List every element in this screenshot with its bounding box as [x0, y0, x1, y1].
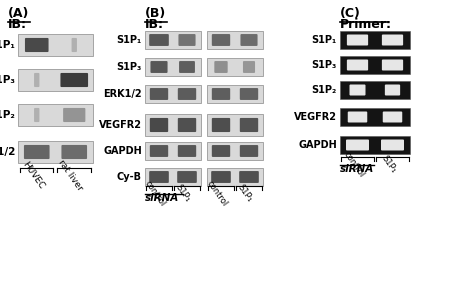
- FancyBboxPatch shape: [145, 58, 201, 76]
- Text: (B): (B): [145, 7, 166, 20]
- FancyBboxPatch shape: [178, 145, 196, 157]
- FancyBboxPatch shape: [149, 34, 169, 46]
- FancyBboxPatch shape: [212, 88, 230, 100]
- Text: S1P₃: S1P₃: [312, 60, 337, 70]
- FancyBboxPatch shape: [346, 140, 369, 151]
- FancyBboxPatch shape: [145, 85, 201, 103]
- Text: S1P₁: S1P₁: [117, 35, 142, 45]
- FancyBboxPatch shape: [340, 31, 410, 49]
- FancyBboxPatch shape: [212, 145, 230, 157]
- FancyBboxPatch shape: [381, 140, 404, 151]
- FancyBboxPatch shape: [178, 88, 196, 100]
- FancyBboxPatch shape: [207, 85, 263, 103]
- FancyBboxPatch shape: [72, 38, 77, 52]
- FancyBboxPatch shape: [145, 142, 201, 160]
- FancyBboxPatch shape: [207, 142, 263, 160]
- FancyBboxPatch shape: [207, 58, 263, 76]
- Text: S1P₁: S1P₁: [0, 40, 15, 50]
- Text: S1P₁: S1P₁: [312, 35, 337, 45]
- FancyBboxPatch shape: [348, 112, 367, 122]
- FancyBboxPatch shape: [34, 108, 39, 122]
- FancyBboxPatch shape: [340, 56, 410, 74]
- Text: HUVEC: HUVEC: [20, 160, 46, 191]
- FancyBboxPatch shape: [212, 34, 230, 46]
- Text: rat liver: rat liver: [56, 158, 84, 193]
- FancyBboxPatch shape: [145, 31, 201, 49]
- FancyBboxPatch shape: [240, 145, 258, 157]
- Text: S1P₂: S1P₂: [312, 85, 337, 95]
- FancyBboxPatch shape: [340, 108, 410, 126]
- FancyBboxPatch shape: [349, 85, 365, 95]
- FancyBboxPatch shape: [207, 31, 263, 49]
- FancyBboxPatch shape: [207, 168, 263, 186]
- Text: VEGFR2: VEGFR2: [294, 112, 337, 122]
- Text: VEGFR2: VEGFR2: [99, 120, 142, 130]
- FancyBboxPatch shape: [382, 34, 403, 46]
- Text: S1P₁: S1P₁: [380, 154, 398, 175]
- FancyBboxPatch shape: [240, 88, 258, 100]
- Text: S1P₃: S1P₃: [0, 75, 15, 85]
- FancyBboxPatch shape: [25, 38, 48, 52]
- FancyBboxPatch shape: [18, 34, 93, 56]
- FancyBboxPatch shape: [34, 73, 39, 87]
- FancyBboxPatch shape: [383, 112, 402, 122]
- FancyBboxPatch shape: [145, 168, 201, 186]
- FancyBboxPatch shape: [177, 171, 197, 183]
- Text: (A): (A): [8, 7, 29, 20]
- Text: ERK1/2: ERK1/2: [0, 147, 15, 157]
- FancyBboxPatch shape: [382, 59, 403, 70]
- FancyBboxPatch shape: [179, 61, 195, 73]
- FancyBboxPatch shape: [145, 114, 201, 136]
- FancyBboxPatch shape: [18, 141, 93, 163]
- Text: S1P₃: S1P₃: [117, 62, 142, 72]
- FancyBboxPatch shape: [212, 118, 230, 132]
- FancyBboxPatch shape: [207, 114, 263, 136]
- Text: control: control: [342, 150, 366, 179]
- FancyBboxPatch shape: [18, 69, 93, 91]
- Text: S1P₁: S1P₁: [174, 183, 192, 204]
- FancyBboxPatch shape: [149, 171, 169, 183]
- Text: (C): (C): [340, 7, 361, 20]
- FancyBboxPatch shape: [24, 145, 50, 159]
- FancyBboxPatch shape: [62, 145, 87, 159]
- FancyBboxPatch shape: [347, 59, 368, 70]
- Text: siRNA: siRNA: [340, 164, 374, 174]
- FancyBboxPatch shape: [240, 118, 258, 132]
- FancyBboxPatch shape: [243, 61, 255, 73]
- Text: siRNA: siRNA: [145, 193, 179, 203]
- FancyBboxPatch shape: [240, 34, 257, 46]
- FancyBboxPatch shape: [178, 34, 196, 46]
- FancyBboxPatch shape: [18, 104, 93, 126]
- Text: Cy-B: Cy-B: [117, 172, 142, 182]
- Text: IB:: IB:: [8, 18, 27, 31]
- FancyBboxPatch shape: [150, 145, 168, 157]
- Text: ERK1/2: ERK1/2: [103, 89, 142, 99]
- FancyBboxPatch shape: [211, 171, 231, 183]
- FancyBboxPatch shape: [150, 61, 168, 73]
- Text: GAPDH: GAPDH: [103, 146, 142, 156]
- Text: S1P₂: S1P₂: [0, 110, 15, 120]
- FancyBboxPatch shape: [178, 118, 196, 132]
- FancyBboxPatch shape: [340, 136, 410, 154]
- FancyBboxPatch shape: [214, 61, 228, 73]
- Text: control: control: [205, 179, 229, 208]
- Text: GAPDH: GAPDH: [298, 140, 337, 150]
- Text: S1P₁: S1P₁: [236, 183, 255, 204]
- FancyBboxPatch shape: [63, 108, 85, 122]
- FancyBboxPatch shape: [150, 88, 168, 100]
- FancyBboxPatch shape: [347, 34, 368, 46]
- Text: control: control: [143, 179, 167, 208]
- FancyBboxPatch shape: [385, 85, 400, 95]
- FancyBboxPatch shape: [60, 73, 88, 87]
- Text: Primer:: Primer:: [340, 18, 392, 31]
- Text: IB:: IB:: [145, 18, 164, 31]
- FancyBboxPatch shape: [340, 81, 410, 99]
- FancyBboxPatch shape: [239, 171, 259, 183]
- FancyBboxPatch shape: [150, 118, 168, 132]
